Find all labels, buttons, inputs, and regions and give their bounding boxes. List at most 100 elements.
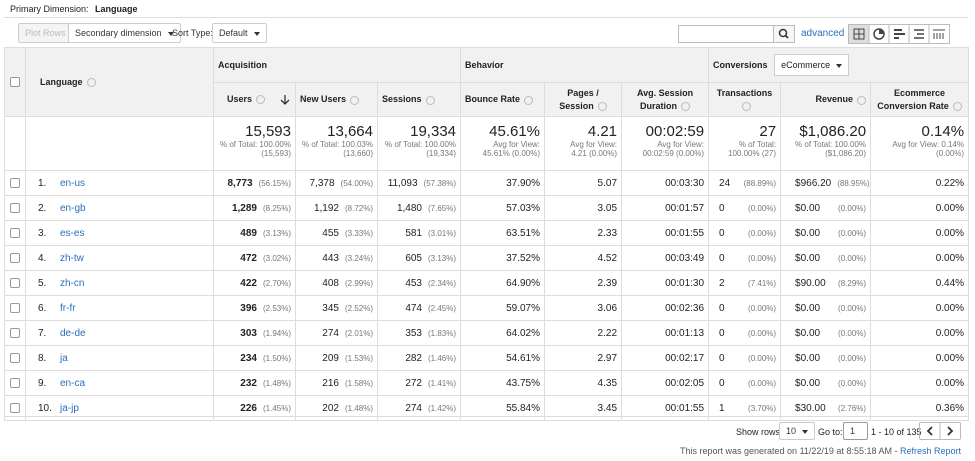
metric-value: 2	[719, 277, 725, 289]
goal-select[interactable]: eCommerce	[774, 54, 850, 76]
plot-rows-button[interactable]: Plot Rows	[18, 23, 73, 43]
column-title: Sessions	[382, 94, 422, 105]
metric-value: 5.07	[597, 177, 618, 189]
language-link[interactable]: en-us	[60, 177, 86, 189]
sort-type-select[interactable]: Default	[212, 23, 267, 43]
row-checkbox[interactable]	[10, 227, 20, 238]
metric-value: 0.00%	[935, 377, 965, 389]
metric-percent: (8.72%)	[344, 203, 373, 213]
metric-value: $90.00	[795, 277, 826, 289]
row-index: 6.	[38, 302, 47, 314]
metric-pair: $0.00 (0.00%)	[785, 353, 866, 364]
metric-cell: 00:03:30	[621, 170, 710, 196]
go-to-input[interactable]: 1	[843, 422, 868, 440]
search-button[interactable]	[773, 25, 795, 43]
metric-cell: 303 (1.94%)	[213, 320, 296, 346]
metric-percent: (56.15%)	[258, 178, 291, 188]
metric-percent: (1.94%)	[262, 328, 291, 338]
pager[interactable]	[919, 422, 961, 440]
metric-value: $0.00	[795, 377, 821, 389]
row-checkbox[interactable]	[10, 327, 20, 338]
secondary-dimension-select[interactable]: Secondary dimension	[68, 23, 181, 43]
metric-value: 64.02%	[506, 327, 541, 339]
column-header[interactable]: Avg. Session Duration	[621, 82, 710, 117]
total-subtext: 45.61% (0.00%)	[482, 149, 541, 158]
metric-value: 00:01:30	[665, 277, 705, 289]
metric-value: 3.06	[597, 302, 618, 314]
column-header[interactable]: Pages / Session	[544, 82, 623, 117]
total-subtext: ($1,086.20)	[825, 149, 867, 158]
language-link[interactable]: en-gb	[60, 202, 86, 214]
metric-cell: 453 (2.34%)	[376, 270, 462, 296]
metric-pair: 1,192 (8.72%)	[300, 203, 373, 214]
metric-cell: 54.61%	[460, 345, 546, 371]
language-link[interactable]: zh-cn	[60, 277, 85, 289]
view-icons[interactable]	[849, 25, 949, 43]
metric-pair: 0 (0.00%)	[713, 253, 776, 264]
row-checkbox[interactable]	[10, 377, 20, 388]
advanced-link[interactable]: advanced	[801, 28, 845, 39]
metric-cell: 00:01:57	[621, 195, 710, 221]
row-checkbox[interactable]	[10, 177, 20, 188]
metric-pair: $0.00 (0.00%)	[785, 253, 866, 264]
metric-value: $30.00	[795, 402, 826, 414]
column-header[interactable]: Sessions	[376, 82, 462, 117]
column-header[interactable]: Bounce Rate	[460, 82, 546, 117]
metric-pair: 453 (2.34%)	[382, 278, 456, 289]
metric-cell: 272 (1.41%)	[376, 370, 462, 396]
refresh-link[interactable]: Refresh Report	[899, 446, 961, 456]
row-checkbox[interactable]	[10, 402, 20, 413]
metric-cell: 63.51%	[460, 220, 546, 246]
metric-pair: 408 (2.99%)	[300, 278, 373, 289]
metric-pair: 0 (0.00%)	[713, 203, 776, 214]
metric-percent: (3.33%)	[344, 228, 373, 238]
metric-cell: 1,289 (8.25%)	[213, 195, 296, 221]
metric-cell: 0 (0.00%)	[708, 345, 782, 371]
sort-arrow[interactable]	[279, 94, 291, 105]
row-checkbox[interactable]	[10, 252, 20, 263]
table-row: 9. en-ca 232 (1.48%) 216 (1.58%) 272 (1.41%) 43.…	[4, 370, 970, 396]
metric-value: 274	[405, 402, 422, 414]
metric-cell: 0.00%	[870, 295, 970, 321]
primary-dimension-value[interactable]: Language	[95, 4, 138, 14]
show-rows-select[interactable]: 10	[779, 422, 816, 440]
total-subtext: Avg for View: 0.14%	[892, 140, 965, 149]
column-header[interactable]: Revenue	[780, 82, 872, 117]
metric-cell: 0.00%	[870, 195, 970, 221]
metric-percent: (0.00%)	[838, 303, 867, 313]
metric-percent: (0.00%)	[838, 203, 867, 213]
metric-cell: 2 (7.41%)	[708, 270, 782, 296]
select-all-checkbox[interactable]	[10, 77, 20, 88]
language-link[interactable]: ja	[60, 352, 68, 364]
language-link[interactable]: fr-fr	[60, 302, 76, 314]
metric-cell: 353 (1.83%)	[376, 320, 462, 346]
metric-cell: 00:01:30	[621, 270, 710, 296]
language-link[interactable]: ja-jp	[60, 402, 79, 414]
row-checkbox[interactable]	[10, 352, 20, 363]
language-link[interactable]: zh-tw	[60, 252, 84, 264]
language-link[interactable]: es-es	[60, 227, 85, 239]
metric-cell: 2.33	[544, 220, 623, 246]
language-cell: 8. ja	[25, 345, 214, 371]
row-checkbox[interactable]	[10, 202, 20, 213]
metric-percent: (3.13%)	[428, 253, 457, 263]
metric-percent: (3.01%)	[428, 228, 457, 238]
column-header[interactable]: Transactions	[708, 82, 782, 117]
goal-select-text: eCommerce	[781, 60, 831, 70]
metric-cell: 0 (0.00%)	[708, 220, 782, 246]
search-input[interactable]	[678, 25, 775, 43]
metric-cell: 4.35	[544, 370, 623, 396]
language-link[interactable]: en-ca	[60, 377, 86, 389]
row-checkbox[interactable]	[10, 302, 20, 313]
metric-cell: 5.07	[544, 170, 623, 196]
row-index: 2.	[38, 202, 47, 214]
row-checkbox[interactable]	[10, 277, 20, 288]
language-header[interactable]: Language	[25, 47, 214, 117]
column-header[interactable]: Users	[213, 82, 296, 117]
language-link[interactable]: de-de	[60, 327, 86, 339]
view-buttons	[848, 24, 950, 44]
column-header[interactable]: New Users	[295, 82, 378, 117]
column-header[interactable]: Ecommerce Conversion Rate	[870, 82, 970, 117]
row-index: 4.	[38, 252, 47, 264]
metric-pair: 0 (0.00%)	[713, 328, 776, 339]
